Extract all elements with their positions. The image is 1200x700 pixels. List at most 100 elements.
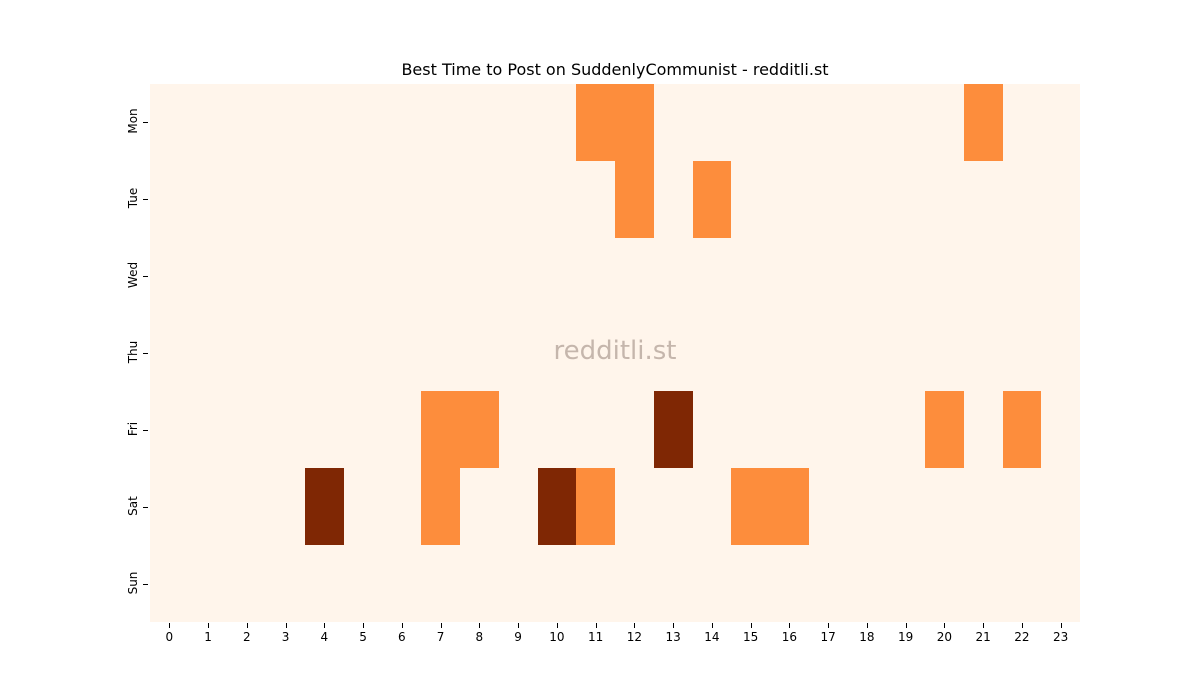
heatmap-cell [382,237,422,315]
heatmap-cell [266,237,305,315]
y-tick [143,122,148,124]
heatmap-cell [653,314,693,392]
heatmap-cell [305,84,344,161]
heatmap-cell [615,468,654,546]
heatmap-cell [653,545,693,622]
heatmap-cell [1002,545,1042,622]
heatmap-cell [150,160,189,238]
heatmap-cell [886,545,925,622]
x-tick [324,623,326,628]
heatmap-cell [460,237,499,315]
heatmap-cell [653,391,693,469]
heatmap-cell [266,314,305,392]
heatmap-cell [305,237,344,315]
heatmap-cell [886,160,925,238]
heatmap-cell [150,314,189,392]
heatmap-cell [963,468,1003,546]
heatmap-cell [421,84,460,161]
heatmap-cell [963,84,1003,161]
heatmap-cell [808,468,848,546]
heatmap-cell [925,314,964,392]
heatmap-cell [382,84,422,161]
x-tick-label: 19 [897,630,914,644]
heatmap-cell [382,160,422,238]
heatmap-cell [808,84,848,161]
x-tick-label: 14 [704,630,720,644]
x-tick [866,623,868,628]
heatmap-cell [537,391,577,469]
heatmap-cell [1002,391,1042,469]
heatmap-cell [731,160,770,238]
heatmap-cell [266,391,305,469]
x-tick [828,623,830,628]
heatmap-cell [1041,314,1080,392]
heatmap-cell [1002,314,1042,392]
heatmap-cell [343,545,383,622]
x-tick [479,623,481,628]
heatmap-cell [925,237,964,315]
heatmap-cell [692,391,732,469]
x-tick-label: 5 [359,630,367,644]
heatmap-cell [692,237,732,315]
heatmap-cell [227,160,267,238]
x-tick-label: 22 [1014,630,1030,644]
heatmap-cell [1041,160,1080,238]
heatmap-cell [847,391,887,469]
y-tick-label: Sat [126,495,140,516]
heatmap-cell [537,545,577,622]
heatmap-cell [1041,84,1080,161]
x-tick-label: 13 [665,630,681,644]
heatmap-cell [731,391,770,469]
heatmap-grid [150,84,1080,622]
x-tick [789,623,791,628]
heatmap-cell [576,391,615,469]
heatmap-cell [731,237,770,315]
x-tick [711,623,713,628]
heatmap-cell [1041,468,1080,546]
heatmap-cell [537,160,577,238]
heatmap-cell [188,314,228,392]
heatmap-cell [1041,237,1080,315]
x-tick [1060,623,1062,628]
heatmap-cell [343,84,383,161]
y-tick-label: Mon [126,108,140,135]
heatmap-cell [847,237,887,315]
x-tick [595,623,597,628]
x-tick-label: 15 [742,630,759,644]
x-tick-label: 21 [975,630,991,644]
heatmap-cell [653,237,693,315]
y-tick [143,583,148,585]
heatmap-cell [266,84,305,161]
heatmap-cell [1002,84,1042,161]
heatmap-cell [925,84,964,161]
heatmap-cell [770,237,809,315]
y-tick-label: Sun [126,571,140,594]
x-tick-label: 18 [859,630,875,644]
heatmap-cell [421,314,460,392]
x-tick-label: 23 [1052,630,1069,644]
heatmap-cell [692,545,732,622]
heatmap-cell [460,160,499,238]
heatmap-cell [576,468,615,546]
heatmap-cell [421,545,460,622]
x-tick-label: 9 [514,630,522,644]
heatmap-cell [460,545,499,622]
y-tick-label: Thu [126,340,140,364]
heatmap-cell [227,314,267,392]
heatmap-cell [498,237,538,315]
heatmap-cell [227,237,267,315]
heatmap-cell [770,84,809,161]
heatmap-cell [460,468,499,546]
heatmap-cell [963,160,1003,238]
heatmap-cell [886,84,925,161]
heatmap-cell [925,545,964,622]
heatmap-cell [188,468,228,546]
heatmap-cell [963,237,1003,315]
x-tick [673,623,675,628]
x-tick-label: 4 [320,630,329,644]
heatmap-cell [576,84,615,161]
heatmap-cell [653,84,693,161]
heatmap-cell [808,160,848,238]
heatmap-cell [537,314,577,392]
x-tick-label: 17 [820,630,836,644]
